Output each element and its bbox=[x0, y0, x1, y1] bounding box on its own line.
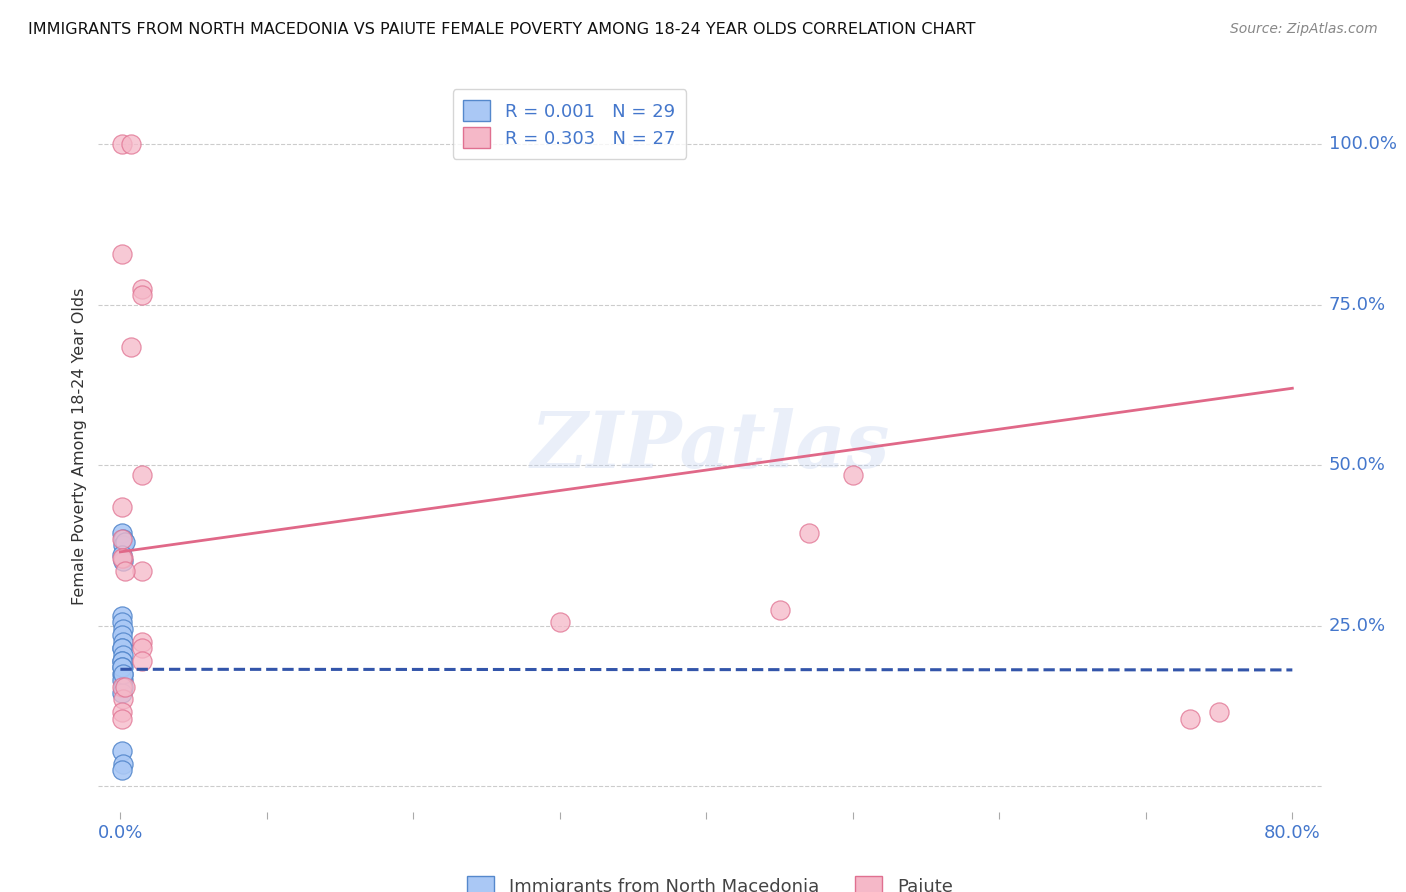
Point bbox=[112, 673, 135, 688]
Text: Source: ZipAtlas.com: Source: ZipAtlas.com bbox=[1230, 22, 1378, 37]
Point bbox=[111, 137, 134, 152]
Point bbox=[768, 602, 790, 616]
Point bbox=[111, 246, 134, 260]
Point bbox=[111, 654, 134, 668]
Text: 50.0%: 50.0% bbox=[1329, 456, 1385, 475]
Point bbox=[112, 634, 135, 648]
Point bbox=[111, 706, 134, 720]
Point bbox=[114, 564, 136, 578]
Point bbox=[111, 551, 134, 566]
Point bbox=[112, 666, 135, 681]
Point bbox=[111, 548, 134, 562]
Point bbox=[131, 634, 153, 648]
Point bbox=[111, 686, 134, 700]
Point bbox=[120, 340, 142, 354]
Point bbox=[131, 641, 153, 656]
Point bbox=[111, 615, 134, 630]
Text: 75.0%: 75.0% bbox=[1329, 296, 1386, 314]
Point bbox=[112, 622, 135, 636]
Point bbox=[112, 680, 135, 694]
Point bbox=[111, 641, 134, 656]
Point bbox=[111, 641, 134, 656]
Point bbox=[111, 500, 134, 514]
Point bbox=[112, 692, 135, 706]
Text: ZIPatlas: ZIPatlas bbox=[530, 408, 890, 484]
Point bbox=[111, 666, 134, 681]
Point bbox=[131, 288, 153, 302]
Point bbox=[111, 680, 134, 694]
Point bbox=[131, 564, 153, 578]
Text: 100.0%: 100.0% bbox=[1329, 136, 1396, 153]
Point bbox=[131, 654, 153, 668]
Y-axis label: Female Poverty Among 18-24 Year Olds: Female Poverty Among 18-24 Year Olds bbox=[72, 287, 87, 605]
Point bbox=[111, 744, 134, 758]
Point bbox=[111, 609, 134, 624]
Point bbox=[842, 467, 865, 482]
Point bbox=[114, 535, 136, 549]
Point bbox=[112, 756, 135, 771]
Point bbox=[131, 467, 153, 482]
Point bbox=[112, 538, 135, 552]
Point bbox=[112, 666, 135, 681]
Text: IMMIGRANTS FROM NORTH MACEDONIA VS PAIUTE FEMALE POVERTY AMONG 18-24 YEAR OLDS C: IMMIGRANTS FROM NORTH MACEDONIA VS PAIUT… bbox=[28, 22, 976, 37]
Point bbox=[1178, 712, 1201, 726]
Point bbox=[548, 615, 571, 630]
Legend: Immigrants from North Macedonia, Paiute: Immigrants from North Macedonia, Paiute bbox=[460, 868, 960, 892]
Point bbox=[111, 660, 134, 674]
Point bbox=[112, 551, 135, 566]
Point bbox=[112, 660, 135, 674]
Point bbox=[111, 763, 134, 777]
Point bbox=[1208, 706, 1230, 720]
Point bbox=[797, 525, 820, 540]
Point bbox=[112, 648, 135, 662]
Point bbox=[120, 137, 142, 152]
Point bbox=[111, 654, 134, 668]
Point bbox=[112, 532, 135, 546]
Point bbox=[111, 660, 134, 674]
Point bbox=[111, 532, 134, 546]
Point bbox=[112, 554, 135, 568]
Point bbox=[111, 628, 134, 642]
Point bbox=[114, 680, 136, 694]
Point bbox=[111, 525, 134, 540]
Point bbox=[111, 673, 134, 688]
Text: 25.0%: 25.0% bbox=[1329, 616, 1386, 634]
Point bbox=[111, 712, 134, 726]
Point bbox=[131, 282, 153, 296]
